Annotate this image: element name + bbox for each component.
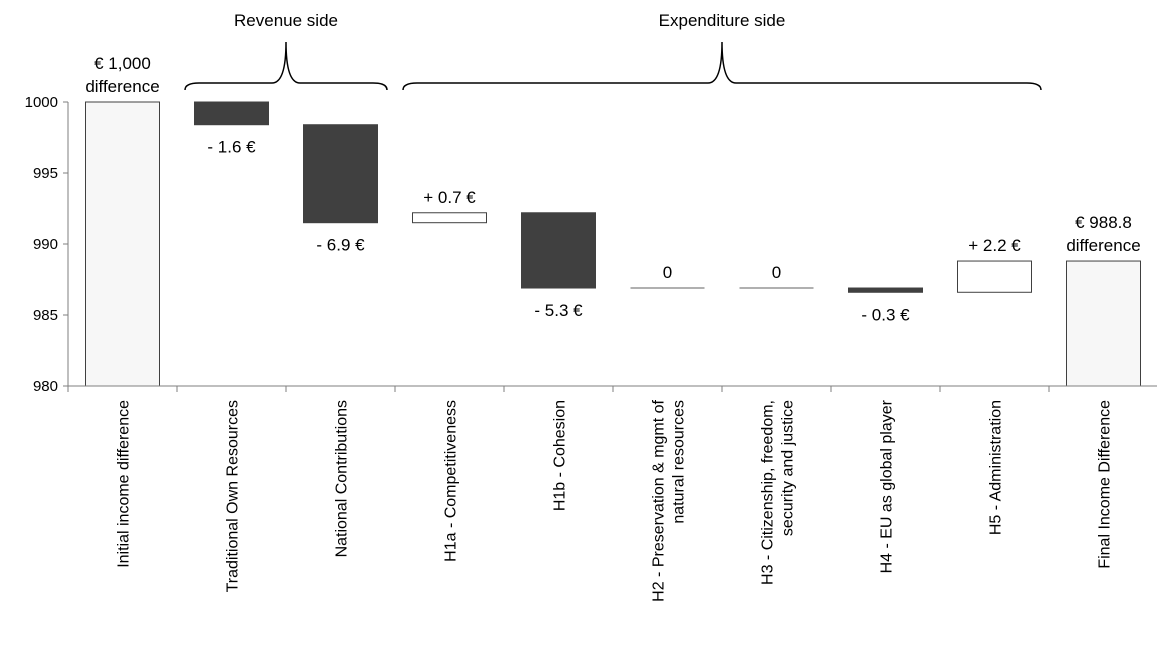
bar-0	[85, 101, 160, 387]
category-label-2: National Contributions	[334, 400, 351, 557]
data-label-9: € 988.8 difference	[1066, 213, 1140, 255]
data-label-line: - 5.3 €	[534, 301, 583, 320]
category-labels: Initial income difference Traditional Own…	[116, 399, 1114, 602]
bar-9	[1066, 260, 1141, 387]
category-label-line: H1b - Cohesion	[552, 400, 569, 511]
category-label-9: Final Income Difference	[1097, 400, 1114, 569]
axes: 980 985 990 995 1000	[25, 94, 1157, 395]
data-label-line: difference	[85, 77, 159, 96]
category-label-line: H2 - Preservation & mgmt of	[651, 399, 668, 601]
data-label-line: + 2.2 €	[968, 236, 1021, 255]
group-brace-1	[402, 41, 1042, 91]
category-label-line: National Contributions	[334, 400, 351, 557]
category-label-0: Initial income difference	[116, 400, 133, 568]
category-label-line: natural resources	[671, 400, 688, 524]
data-label-0: € 1,000 difference	[85, 54, 159, 96]
data-label-line: + 0.7 €	[423, 188, 476, 207]
group-label-0: Revenue side	[234, 11, 338, 30]
bar-4	[521, 212, 596, 289]
group-label-1: Expenditure side	[659, 11, 786, 30]
bar-8	[957, 260, 1032, 293]
data-label-4: - 5.3 €	[534, 301, 583, 320]
bar-2	[303, 124, 378, 224]
group-brace-0	[184, 41, 388, 91]
category-label-8: H5 - Administration	[988, 400, 1005, 535]
category-label-line: H1a - Competitiveness	[443, 400, 460, 562]
data-label-line: 0	[772, 263, 781, 282]
y-tick-label-2: 990	[33, 236, 58, 253]
category-label-line: Final Income Difference	[1097, 400, 1114, 569]
data-label-line: 0	[663, 263, 672, 282]
data-label-1: - 1.6 €	[207, 138, 256, 157]
data-label-line: € 1,000	[94, 54, 151, 73]
category-label-line: H5 - Administration	[988, 400, 1005, 535]
bar-7	[848, 287, 923, 293]
data-labels: € 1,000 difference - 1.6 € - 6.9 € + 0.7 € - …	[85, 54, 1140, 324]
category-label-3: H1a - Competitiveness	[443, 400, 460, 562]
category-label-line: security and justice	[780, 400, 797, 536]
category-label-4: H1b - Cohesion	[552, 400, 569, 511]
category-label-line: Initial income difference	[116, 400, 133, 568]
data-label-line: difference	[1066, 236, 1140, 255]
data-label-line: - 6.9 €	[316, 236, 365, 255]
category-label-6: H3 - Citizenship, freedom, security and j…	[760, 400, 797, 585]
bars	[85, 101, 1141, 387]
y-tick-label-0: 980	[33, 378, 58, 395]
y-tick-label-1: 985	[33, 307, 58, 324]
category-label-7: H4 - EU as global player	[879, 399, 896, 573]
data-label-2: - 6.9 €	[316, 236, 365, 255]
group-braces: Revenue side Expenditure side	[184, 11, 1042, 91]
category-label-5: H2 - Preservation & mgmt of natural resou…	[651, 399, 688, 601]
data-label-5: 0	[663, 263, 672, 282]
category-label-line: H4 - EU as global player	[879, 399, 896, 573]
category-label-line: Traditional Own Resources	[225, 400, 242, 592]
data-label-3: + 0.7 €	[423, 188, 476, 207]
y-tick-label-4: 1000	[25, 94, 58, 111]
category-label-1: Traditional Own Resources	[225, 400, 242, 592]
category-label-line: H3 - Citizenship, freedom,	[760, 400, 777, 585]
data-label-6: 0	[772, 263, 781, 282]
data-label-line: € 988.8	[1075, 213, 1132, 232]
data-label-line: - 0.3 €	[861, 305, 910, 324]
data-label-line: - 1.6 €	[207, 138, 256, 157]
bar-3	[412, 212, 487, 224]
y-tick-label-3: 995	[33, 165, 58, 182]
bar-1	[194, 101, 269, 126]
data-label-8: + 2.2 €	[968, 236, 1021, 255]
data-label-7: - 0.3 €	[861, 305, 910, 324]
